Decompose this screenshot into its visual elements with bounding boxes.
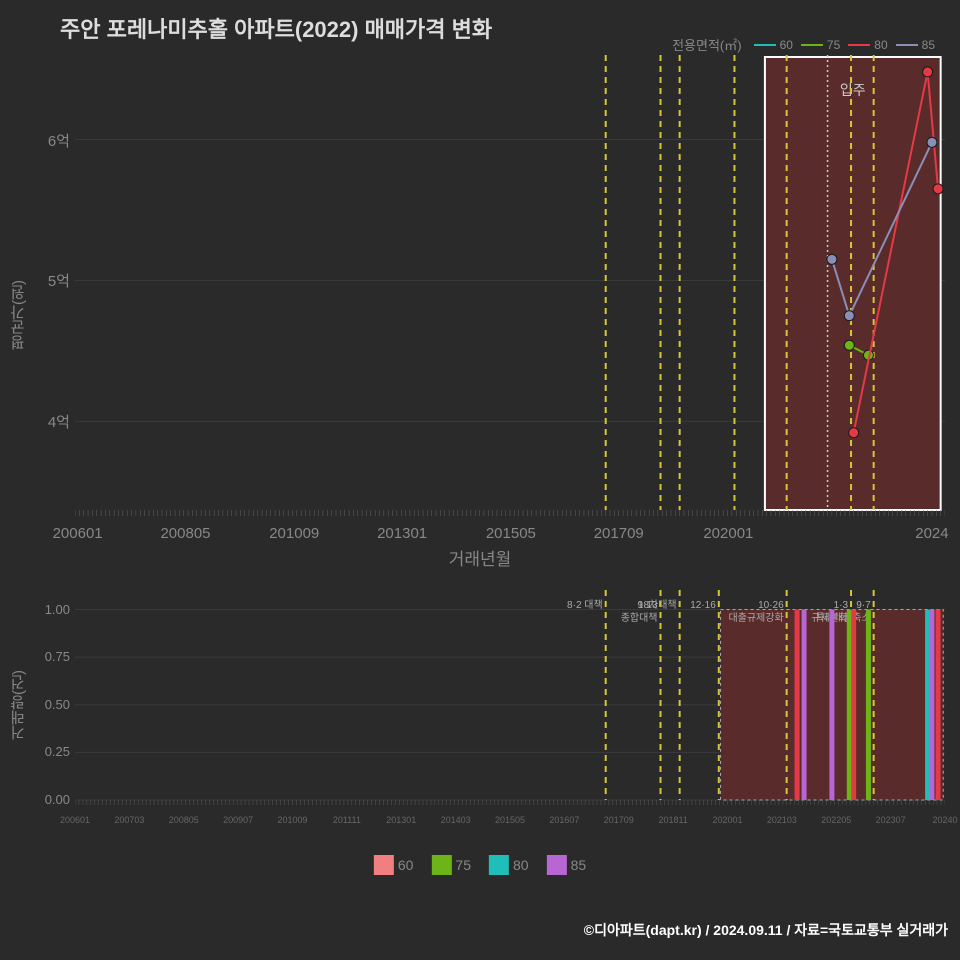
chart-title: 주안 포레나미추홀 아파트(2022) 매매가격 변화 [60,12,492,44]
x-tick-label-bottom: 200907 [223,815,253,825]
legend-top-label: 전용면적(㎡) [672,35,742,54]
x-tick-label-bottom: 20240 [932,815,957,825]
svg-text:8·2 대책: 8·2 대책 [567,599,603,611]
legend-bottom-item: 85 [547,855,587,875]
svg-text:1·3: 1·3 [834,600,849,611]
svg-text:특례대출축소: 특례대출축소 [815,612,870,624]
x-tick-label-bottom: 202001 [712,815,742,825]
x-tick-label: 201301 [377,525,427,542]
x-tick-label-bottom: 201009 [277,815,307,825]
x-tick-label-bottom: 201301 [386,815,416,825]
svg-text:종합대책: 종합대책 [621,612,658,624]
x-tick-label-bottom: 201709 [604,815,634,825]
legend-bottom-item: 75 [431,855,471,875]
x-tick-label-bottom: 200805 [169,815,199,825]
y-tick-label-bottom: 1.00 [36,602,70,617]
svg-text:입주: 입주 [840,82,866,98]
legend-item: 75 [801,38,840,52]
y-axis-label-bottom: 거래량(건) [8,670,29,740]
x-tick-label: 201009 [269,525,319,542]
x-axis-label: 거래년월 [449,545,512,570]
y-tick-label-bottom: 0.75 [36,649,70,664]
top-chart: 입주 [75,55,945,520]
x-tick-label-bottom: 202205 [821,815,851,825]
svg-text:18차대책: 18차대책 [638,599,677,611]
x-tick-label: 200805 [160,525,210,542]
svg-text:9·7: 9·7 [856,600,871,611]
legend-item: 85 [896,38,935,52]
x-tick-label-bottom: 200703 [114,815,144,825]
legend-top: 전용면적(㎡) 60 75 80 85 [672,35,935,54]
x-tick-label: 200601 [53,525,103,542]
x-tick-label: 202001 [703,525,753,542]
x-tick-label-bottom: 200601 [60,815,90,825]
legend-bottom-item: 80 [489,855,529,875]
svg-text:12·16: 12·16 [690,600,716,611]
y-tick-label: 6억 [42,130,70,151]
x-tick-label-bottom: 201505 [495,815,525,825]
x-tick-label-bottom: 201403 [441,815,471,825]
x-tick-label: 201709 [594,525,644,542]
bottom-chart: 8·2 대책9·13종합대책18차대책12·1610·26대출규제강화1·3규제… [75,590,945,810]
x-tick-label-bottom: 201607 [549,815,579,825]
y-tick-label-bottom: 0.50 [36,697,70,712]
legend-item: 60 [754,38,793,52]
credit-text: ©디아파트(dapt.kr) / 2024.09.11 / 자료=국토교통부 실… [584,920,948,940]
x-tick-label-bottom: 202103 [767,815,797,825]
x-tick-label: 2024 [915,525,948,542]
x-tick-label-bottom: 202307 [876,815,906,825]
x-tick-label-bottom: 201811 [658,815,687,825]
legend-item: 80 [848,38,887,52]
y-tick-label: 4억 [42,411,70,432]
legend-bottom-item: 60 [374,855,414,875]
x-tick-label: 201505 [486,525,536,542]
y-tick-label: 5억 [42,270,70,291]
legend-bottom: 60 75 80 85 [374,855,586,875]
x-tick-label-bottom: 201111 [333,815,361,825]
y-tick-label-bottom: 0.25 [36,744,70,759]
svg-text:10·26: 10·26 [758,600,784,611]
y-axis-label-top: 평균가(원) [8,280,29,350]
svg-text:대출규제강화: 대출규제강화 [728,612,783,624]
y-tick-label-bottom: 0.00 [36,792,70,807]
